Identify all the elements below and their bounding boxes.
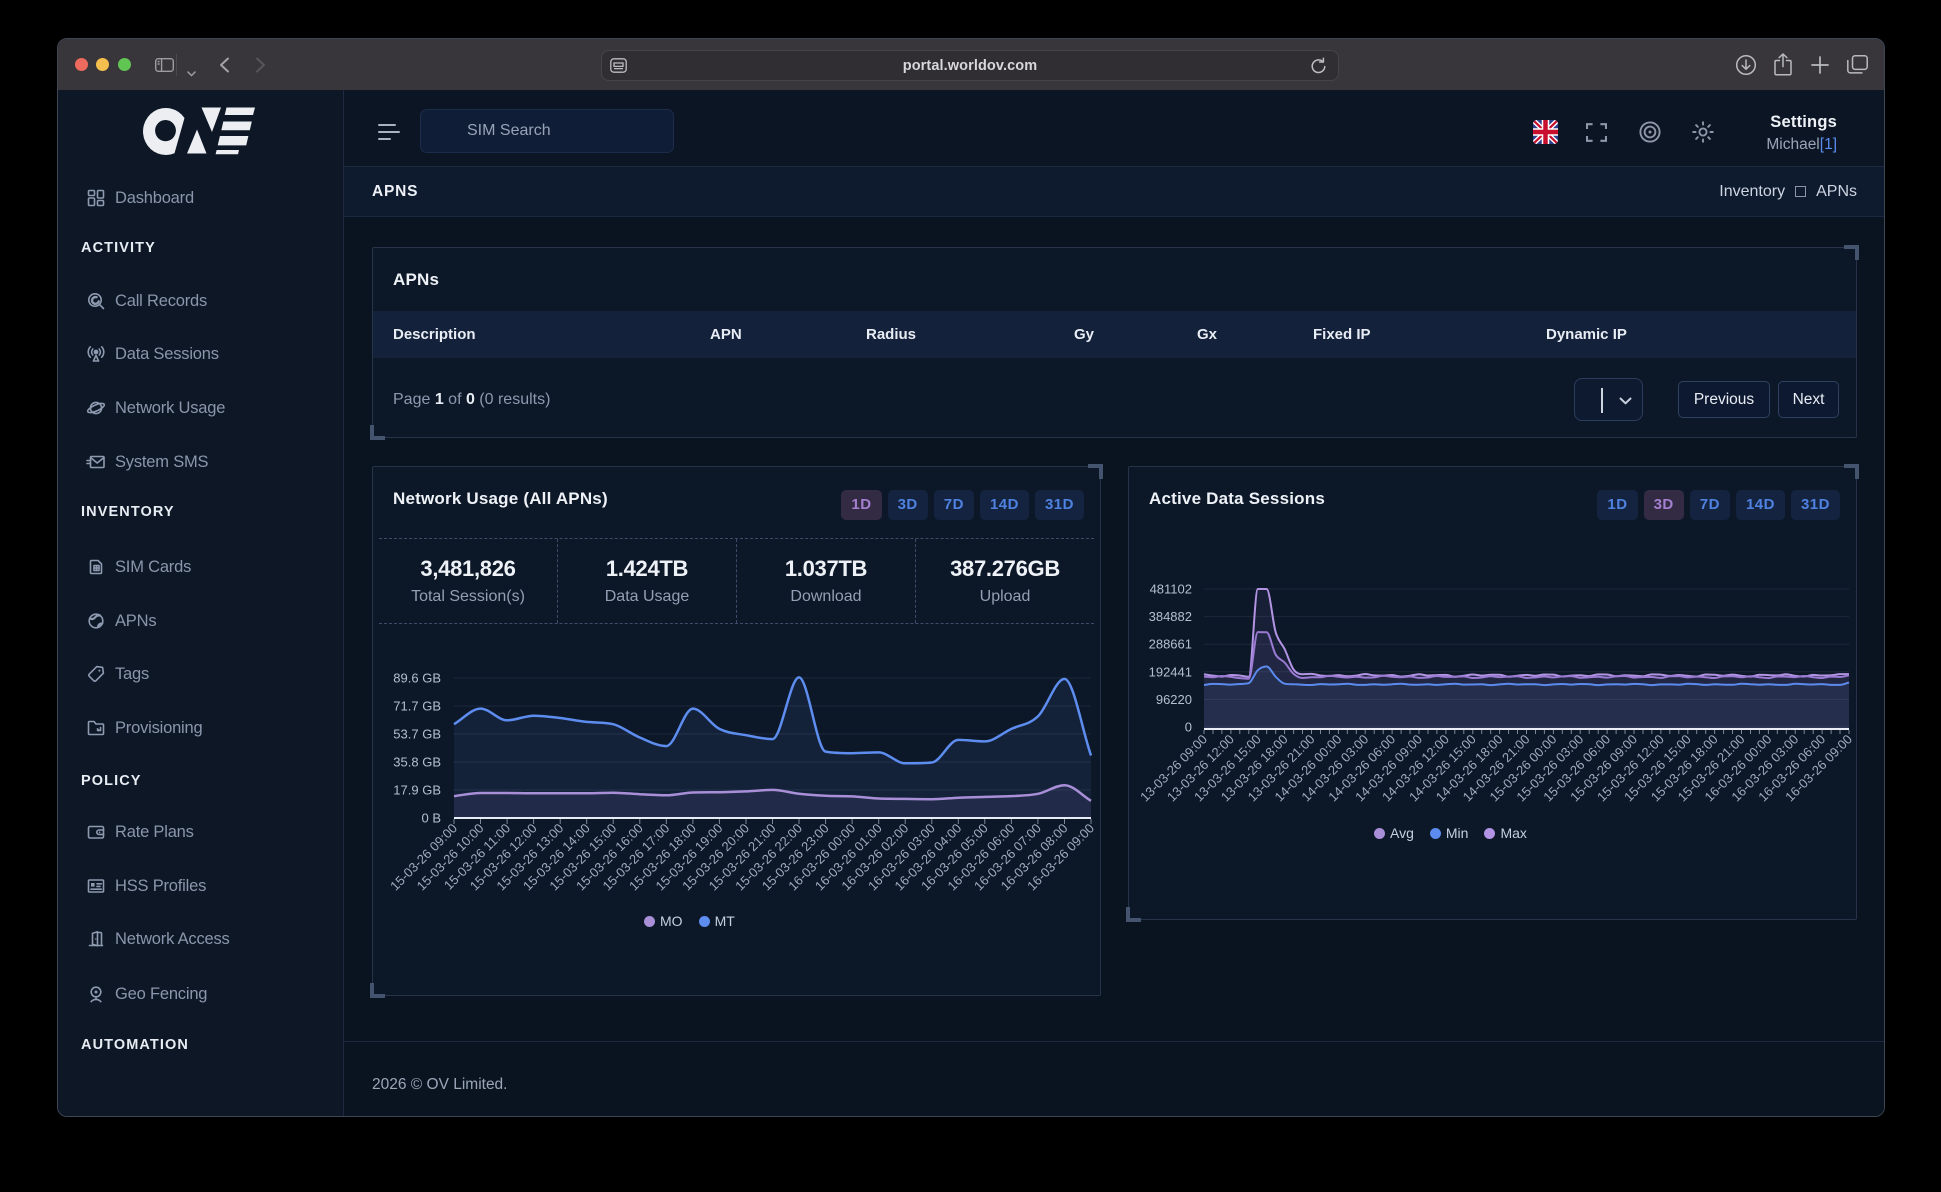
svg-text:17.9 GB: 17.9 GB <box>393 783 441 798</box>
svg-text:35.8 GB: 35.8 GB <box>393 755 441 770</box>
svg-text:0: 0 <box>1185 720 1192 735</box>
svg-text:71.7 GB: 71.7 GB <box>393 699 441 714</box>
svg-text:96220: 96220 <box>1156 692 1192 707</box>
svg-text:0 B: 0 B <box>421 811 441 826</box>
svg-text:192441: 192441 <box>1149 664 1192 679</box>
svg-text:89.6 GB: 89.6 GB <box>393 671 441 686</box>
svg-text:53.7 GB: 53.7 GB <box>393 727 441 742</box>
svg-text:384882: 384882 <box>1149 609 1192 624</box>
svg-text:288661: 288661 <box>1149 637 1192 652</box>
svg-text:481102: 481102 <box>1150 582 1192 597</box>
